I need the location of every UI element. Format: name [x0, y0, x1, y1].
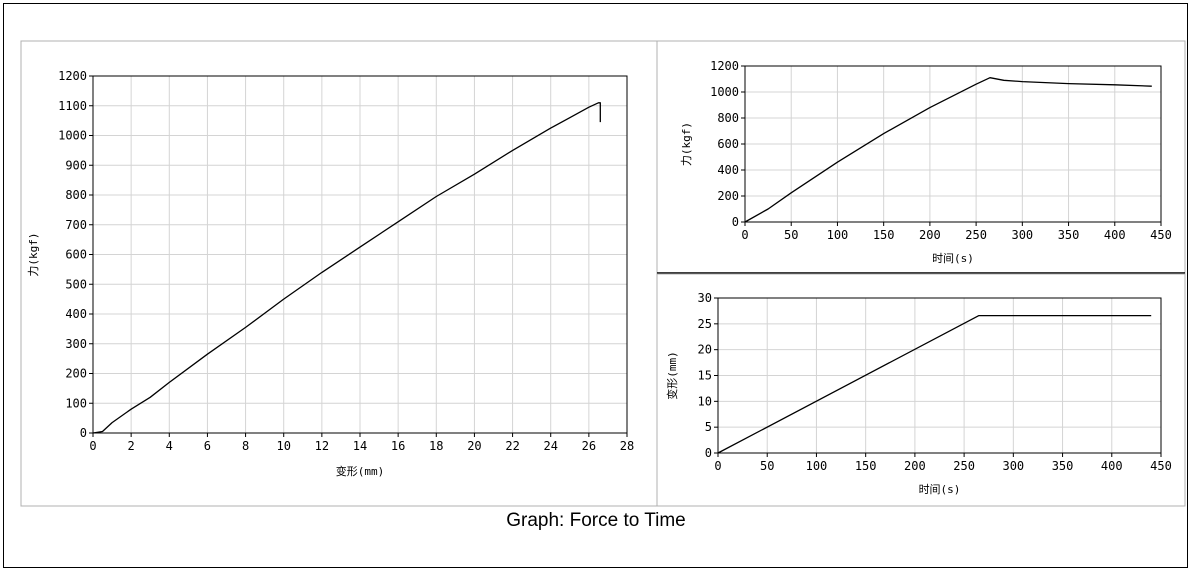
c0-xtick-label: 24: [543, 439, 557, 453]
c2-ytick-label: 10: [698, 394, 712, 408]
c0-ytick-label: 1000: [58, 129, 87, 143]
c0-xtick-label: 14: [353, 439, 367, 453]
c1-xtick-label: 300: [1011, 228, 1033, 242]
c0-ytick-label: 900: [65, 158, 87, 172]
c1-series-line: [744, 77, 1152, 223]
c0-xtick-label: 10: [276, 439, 290, 453]
c1-xtick-label: 200: [919, 228, 941, 242]
c0-xtick-label: 2: [128, 439, 135, 453]
c0-ytick-label: 800: [65, 188, 87, 202]
c2-xtick-label: 250: [953, 459, 975, 473]
c2-xtick-label: 150: [855, 459, 877, 473]
figure-frame: [3, 3, 1188, 568]
c0-xtick-label: 8: [242, 439, 249, 453]
c0-ytick-label: 100: [65, 396, 87, 410]
c0-ytick-label: 200: [65, 367, 87, 381]
c1-xtick-label: 450: [1150, 228, 1172, 242]
chart-force-vs-time: 0 50 100 150 200 250 300 350 400 450 0 200 400 600 800…: [680, 59, 1172, 265]
c0-xtick-label: 0: [89, 439, 96, 453]
c2-ytick-label: 0: [705, 446, 712, 460]
c0-xtick-label: 6: [204, 439, 211, 453]
c2-xtick-label: 0: [714, 459, 721, 473]
c2-xtick-label: 200: [904, 459, 926, 473]
c0-ytick-label: 700: [65, 218, 87, 232]
c2-xtick-label: 300: [1002, 459, 1024, 473]
c0-series-line: [92, 102, 601, 434]
c2-ytick-label: 20: [698, 343, 712, 357]
c2-xtick-label: 50: [760, 459, 774, 473]
c0-ytick-label: 1100: [58, 99, 87, 113]
c1-xlabel: 时间(s): [932, 252, 974, 265]
c1-xtick-label: 50: [784, 228, 798, 242]
c1-ytick-label: 600: [717, 137, 739, 151]
panel-left-border: [20, 40, 658, 507]
c1-ytick-label: 800: [717, 111, 739, 125]
c0-xtick-label: 16: [391, 439, 405, 453]
c1-ytick-label: 0: [732, 215, 739, 229]
c1-ytick-label: 1000: [710, 85, 739, 99]
c0-ytick-label: 400: [65, 307, 87, 321]
c2-xtick-label: 350: [1052, 459, 1074, 473]
c2-xtick-label: 450: [1150, 459, 1172, 473]
c0-ytick-label: 0: [80, 426, 87, 440]
c0-xtick-label: 18: [429, 439, 443, 453]
chart-force-vs-deformation: 0 2 4 6 8 10 12 14 16 18 20 22 24 26 28010020030040050…: [27, 69, 634, 478]
c0-xtick-label: 22: [505, 439, 519, 453]
c2-series-line: [717, 314, 1152, 454]
c2-ytick-label: 25: [698, 317, 712, 331]
c2-ytick-label: 30: [698, 291, 712, 305]
c0-ytick-label: 500: [65, 277, 87, 291]
c1-xtick-label: 150: [873, 228, 895, 242]
c0-xlabel: 变形(mm): [336, 464, 385, 478]
c0-ytick-label: 300: [65, 337, 87, 351]
c2-ytick-label: 15: [698, 369, 712, 383]
c0-xtick-label: 26: [582, 439, 596, 453]
c1-xtick-label: 250: [965, 228, 987, 242]
c0-ylabel: 力(kgf): [27, 232, 40, 276]
c1-xtick-label: 100: [827, 228, 849, 242]
c2-ytick-label: 5: [705, 420, 712, 434]
c1-xtick-label: 0: [741, 228, 748, 242]
c0-xtick-label: 28: [620, 439, 634, 453]
c1-xtick-label: 350: [1058, 228, 1080, 242]
c2-xtick-label: 400: [1101, 459, 1123, 473]
c2-xtick-label: 100: [806, 459, 828, 473]
chart-deformation-vs-time: 0 50 100 150 200 250 300 350 400 450 0 5 10 15 20 25 30 时…: [665, 291, 1172, 496]
c1-xtick-label: 400: [1104, 228, 1126, 242]
c2-xlabel: 时间(s): [919, 483, 961, 496]
c0-xtick-label: 12: [315, 439, 329, 453]
c1-ytick-label: 1200: [710, 59, 739, 73]
panel-bottom-right-border: [656, 273, 1186, 507]
c2-ylabel: 变形(mm): [665, 351, 679, 400]
c0-ytick-label: 600: [65, 248, 87, 262]
c0-xtick-label: 20: [467, 439, 481, 453]
c0-ytick-label: 1200: [58, 69, 87, 83]
c1-ytick-label: 400: [717, 163, 739, 177]
c1-ylabel: 力(kgf): [680, 122, 693, 166]
c1-ytick-label: 200: [717, 189, 739, 203]
c0-xtick-label: 4: [166, 439, 173, 453]
figure-caption: Graph: Force to Time: [506, 510, 686, 531]
